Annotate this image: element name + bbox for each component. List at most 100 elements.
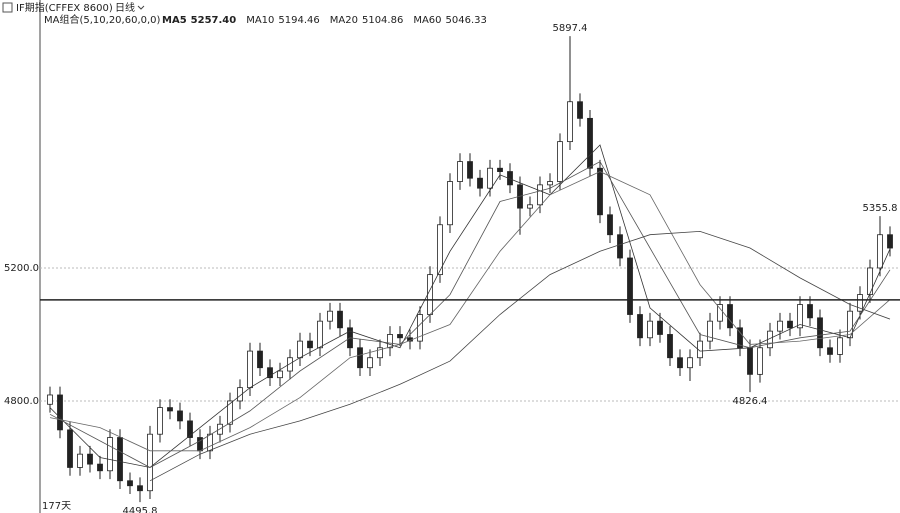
candle-body — [177, 410, 183, 422]
ma-legend-name: MA20 — [330, 15, 358, 26]
candle-body — [117, 437, 123, 482]
candle-body — [107, 437, 113, 472]
candle-body — [137, 485, 143, 492]
candle-body — [257, 350, 263, 369]
price-annotation: 5897.4 — [553, 23, 588, 34]
y-tick-label: 4800.0 — [4, 396, 39, 407]
candle-body — [87, 453, 93, 465]
candle-body — [377, 347, 383, 359]
candle-body — [557, 141, 563, 182]
candle-body — [247, 350, 253, 389]
candle-body — [387, 334, 393, 349]
candle-body — [67, 429, 73, 468]
candle-body — [727, 304, 733, 329]
candle-body — [607, 214, 613, 236]
ma-legend-value: 5257.40 — [191, 15, 237, 26]
candle-body — [447, 181, 453, 226]
candle-body — [277, 370, 283, 379]
candle-body — [457, 161, 463, 182]
candle-body — [47, 394, 53, 405]
candle-body — [827, 347, 833, 355]
candle-body — [537, 184, 543, 206]
candle-body — [307, 340, 313, 349]
candle-body — [647, 320, 653, 339]
candle-body — [787, 320, 793, 329]
candle-body — [267, 367, 273, 379]
candle-body — [857, 294, 863, 312]
indicator-name: MA组合(5,10,20,60,0,0) — [44, 13, 161, 26]
candle-body — [657, 320, 663, 335]
candle-body — [737, 327, 743, 349]
candle-body — [167, 407, 173, 412]
price-annotation: 5355.8 — [863, 203, 898, 214]
candle-body — [77, 453, 83, 468]
day-count: 177天 — [42, 501, 71, 512]
price-annotation: 4495.8 — [123, 506, 158, 513]
candle-body — [467, 161, 473, 179]
candle-body — [797, 304, 803, 329]
candle-body — [757, 347, 763, 375]
candle-body — [877, 234, 883, 269]
ma-legend-value: 5194.46 — [278, 15, 319, 26]
ma-legend-name: MA5 — [162, 15, 187, 26]
candle-body — [207, 433, 213, 452]
ma-legend-value: 5046.33 — [446, 15, 487, 26]
candle-body — [487, 167, 493, 189]
candle-body — [747, 347, 753, 375]
candle-body — [527, 204, 533, 209]
candle-body — [157, 407, 163, 435]
candle-body — [637, 314, 643, 339]
candle-body — [817, 317, 823, 349]
price-annotation: 4826.4 — [733, 396, 768, 407]
candle-body — [477, 177, 483, 189]
candle-body — [687, 357, 693, 369]
candle-body — [667, 334, 673, 359]
candle-body — [237, 387, 243, 402]
candle-body — [497, 167, 503, 172]
candle-body — [357, 347, 363, 369]
candle-body — [547, 181, 553, 186]
candle-body — [807, 304, 813, 319]
candle-body — [837, 337, 843, 355]
candle-body — [567, 101, 573, 143]
candle-body — [427, 274, 433, 315]
ma-legend: MA5 5257.40 MA10 5194.46 MA20 5104.86 MA60 5046… — [162, 15, 487, 26]
candle-body — [677, 357, 683, 369]
candle-body — [317, 320, 323, 349]
candle-body — [597, 167, 603, 216]
ma-legend-name: MA10 — [246, 15, 274, 26]
candle-body — [227, 400, 233, 425]
candle-body — [707, 320, 713, 342]
candle-body — [437, 224, 443, 276]
candle-body — [617, 234, 623, 259]
period-dropdown-arrow[interactable] — [137, 5, 145, 10]
symbol-title: IF期指(CFFEX 8600) — [16, 1, 113, 14]
candle-body — [627, 257, 633, 315]
candle-body — [587, 117, 593, 169]
candle-body — [717, 304, 723, 322]
candle-body — [327, 310, 333, 322]
candle-body — [417, 314, 423, 342]
candle-body — [887, 234, 893, 249]
ma-legend-value: 5104.86 — [362, 15, 403, 26]
ma-line — [149, 230, 891, 482]
y-tick-label: 5200.0 — [4, 263, 39, 274]
candle-body — [777, 320, 783, 332]
candle-body — [297, 340, 303, 359]
ma-legend-name: MA60 — [413, 15, 441, 26]
period-selector[interactable]: 日线 — [115, 1, 135, 14]
candle-body — [337, 310, 343, 329]
ma-line — [49, 171, 891, 452]
candle-body — [127, 480, 133, 487]
candle-body — [147, 433, 153, 492]
candle-body — [577, 101, 583, 119]
candle-body — [187, 420, 193, 438]
candle-body — [97, 463, 103, 472]
candle-body — [57, 394, 63, 431]
symbol-icon — [2, 2, 13, 13]
candle-body — [367, 357, 373, 369]
candle-body — [867, 267, 873, 295]
ma-line — [49, 161, 891, 468]
